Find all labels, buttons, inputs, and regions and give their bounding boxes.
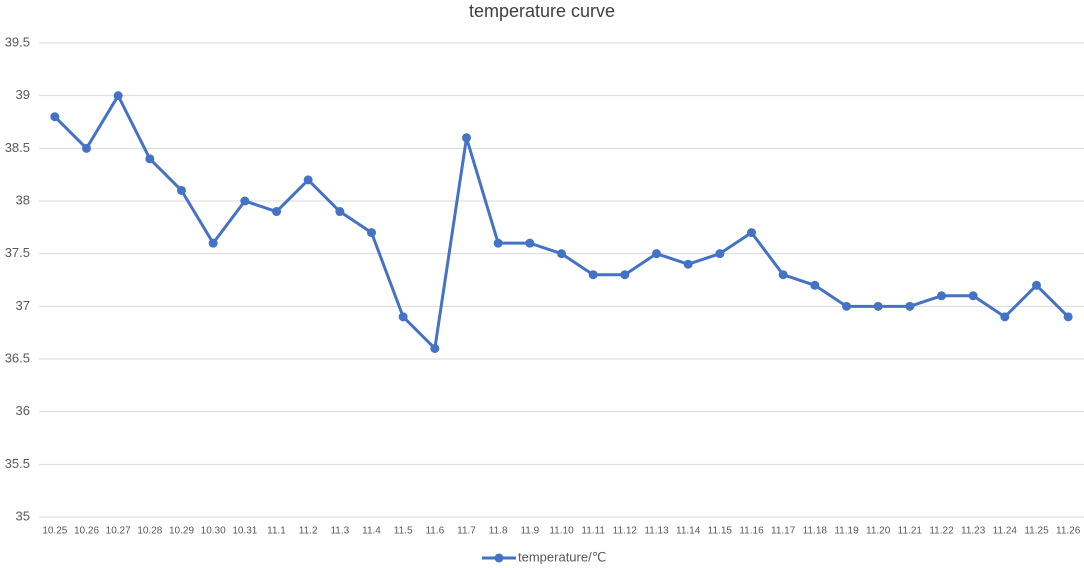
x-tick-label: 11.25 — [1024, 526, 1049, 537]
point — [873, 301, 883, 311]
x-tick-label: 11.15 — [708, 526, 733, 537]
point — [50, 112, 60, 122]
x-tick-label: 10.26 — [74, 526, 99, 537]
x-tick-label: 11.1 — [267, 526, 286, 537]
x-tick-label: 11.26 — [1056, 526, 1081, 537]
x-tick-label: 11.19 — [834, 526, 859, 537]
point — [462, 133, 471, 143]
x-tick-label: 11.14 — [676, 526, 701, 537]
point — [810, 280, 820, 290]
point — [335, 207, 345, 217]
legend-marker — [494, 553, 504, 563]
point — [145, 154, 155, 164]
point — [683, 259, 693, 269]
x-tick-label: 11.3 — [330, 526, 349, 537]
y-tick-label: 35.5 — [5, 456, 30, 471]
x-tick-label: 11.7 — [457, 526, 476, 537]
x-tick-label: 11.4 — [362, 526, 381, 537]
y-tick-label: 38.5 — [5, 140, 30, 155]
point — [1063, 312, 1073, 322]
y-tick-label: 36 — [16, 403, 30, 418]
y-tick-label: 36.5 — [5, 350, 30, 365]
x-tick-label: 11.22 — [929, 526, 954, 537]
point — [557, 249, 566, 259]
point — [842, 301, 851, 311]
point — [82, 143, 91, 153]
x-tick-label: 10.25 — [42, 526, 67, 537]
point — [367, 228, 376, 238]
point — [177, 185, 186, 195]
series-line — [53, 94, 1070, 350]
x-tick-label: 10.28 — [137, 526, 162, 537]
point — [303, 175, 313, 185]
y-tick-label: 37.5 — [5, 245, 30, 260]
point — [620, 270, 630, 280]
point — [113, 91, 123, 101]
point — [272, 207, 281, 217]
point — [905, 301, 915, 311]
point — [1000, 312, 1010, 322]
point — [937, 291, 946, 301]
point — [398, 312, 408, 322]
point — [493, 238, 503, 248]
point — [747, 228, 756, 238]
x-tick-label: 11.20 — [866, 526, 891, 537]
x-tick-label: 11.9 — [520, 526, 539, 537]
x-tick-label: 11.10 — [549, 526, 574, 537]
x-tick-label: 11.17 — [771, 526, 796, 537]
point — [715, 249, 725, 259]
point — [652, 249, 661, 259]
y-tick-label: 39 — [16, 87, 30, 102]
x-tick-label: 11.6 — [425, 526, 444, 537]
point — [240, 196, 250, 206]
point — [968, 291, 978, 301]
point — [208, 238, 218, 248]
x-tick-label: 11.21 — [898, 526, 923, 537]
chart-title: temperature curve — [469, 1, 615, 21]
point — [1032, 280, 1041, 290]
x-tick-label: 11.11 — [581, 526, 605, 537]
x-tick-label: 11.23 — [961, 526, 986, 537]
x-tick-label: 11.12 — [613, 526, 638, 537]
x-tick-label: 10.29 — [169, 526, 194, 537]
x-tick-label: 11.2 — [299, 526, 318, 537]
x-tick-label: 10.30 — [201, 526, 226, 537]
x-tick-label: 10.27 — [106, 526, 131, 537]
x-tick-label: 11.16 — [739, 526, 764, 537]
x-tick-label: 11.13 — [644, 526, 669, 537]
point — [430, 343, 440, 353]
y-tick-label: 37 — [16, 298, 30, 313]
point — [778, 270, 788, 280]
x-tick-label: 11.5 — [394, 526, 413, 537]
y-tick-label: 35 — [16, 508, 30, 523]
point — [525, 238, 535, 248]
x-tick-label: 11.8 — [489, 526, 508, 537]
x-tick-label: 10.31 — [232, 526, 257, 537]
x-tick-label: 11.24 — [993, 526, 1018, 537]
y-tick-label: 39.5 — [5, 34, 30, 49]
legend-label: temperature/℃ — [518, 549, 606, 564]
point — [588, 270, 598, 280]
y-tick-label: 38 — [16, 192, 30, 207]
x-tick-label: 11.18 — [803, 526, 828, 537]
